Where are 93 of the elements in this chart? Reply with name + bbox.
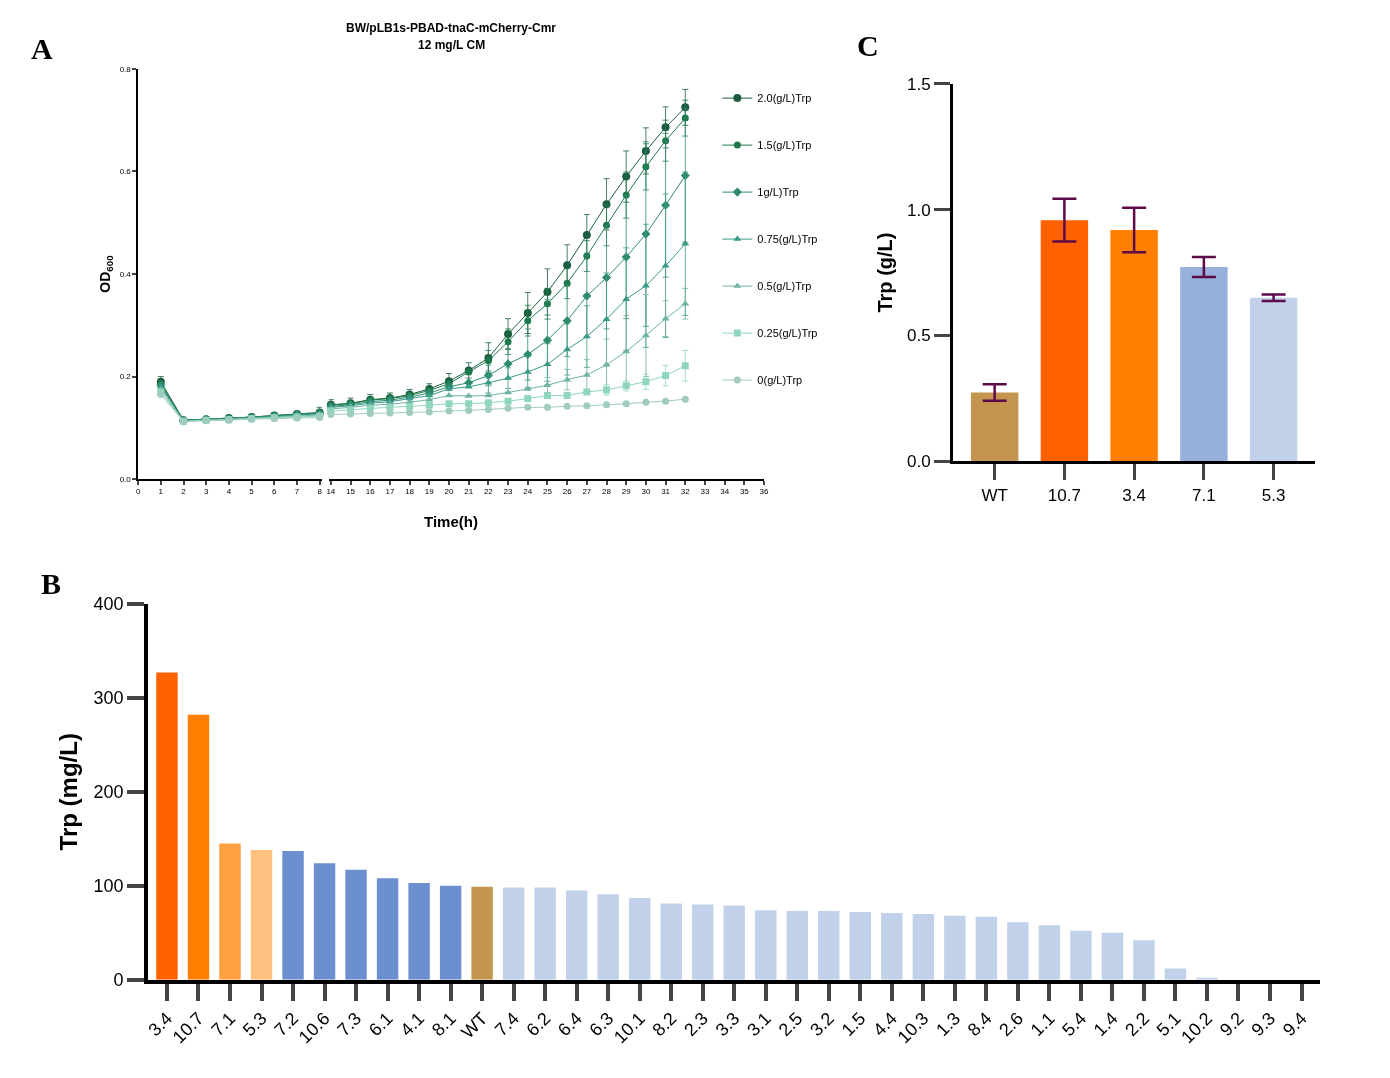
x-tick-label: 8 bbox=[317, 487, 323, 497]
y-tick-label: 0.5 bbox=[907, 326, 931, 346]
x-tick-label: 3.4 bbox=[1122, 485, 1146, 505]
x-tick-label: 24 bbox=[523, 487, 533, 497]
x-tick-label: 5.4 bbox=[1058, 1008, 1091, 1041]
x-tick-label: 9.3 bbox=[1247, 1008, 1280, 1041]
x-tick-label: 5.3 bbox=[1261, 485, 1286, 505]
x-tick-label: 9.4 bbox=[1278, 1008, 1311, 1041]
y-tick-label: 0.6 bbox=[119, 167, 132, 177]
y-tick-label: 200 bbox=[93, 782, 124, 803]
x-tick-label: 16 bbox=[365, 487, 376, 497]
x-tick-label: 7.1 bbox=[1192, 485, 1216, 505]
x-tick-label: 26 bbox=[562, 487, 573, 497]
x-tick-label: 36 bbox=[759, 487, 770, 497]
x-tick-label: 1.3 bbox=[932, 1008, 965, 1041]
x-tick-label: 6.4 bbox=[554, 1008, 586, 1041]
legend-label: 0.5(g/L)Trp bbox=[757, 280, 812, 293]
x-tick-label: 7.1 bbox=[207, 1008, 240, 1041]
x-tick-label: 10.7 bbox=[1047, 485, 1081, 505]
x-tick-label: 4.1 bbox=[396, 1008, 429, 1041]
y-tick-label: 0.8 bbox=[119, 64, 132, 74]
x-tick-label: 31 bbox=[661, 487, 671, 497]
x-tick-label: 23 bbox=[503, 487, 514, 497]
x-tick-label: 2.5 bbox=[774, 1008, 807, 1041]
x-tick-label: 7 bbox=[294, 487, 300, 497]
legend-label: 0(g/L)Trp bbox=[757, 374, 803, 387]
y-axis-title: Trp (g/L) bbox=[873, 232, 896, 313]
y-tick-label: 1.0 bbox=[907, 200, 931, 220]
text: C bbox=[857, 29, 879, 62]
x-tick-label: 21 bbox=[464, 487, 474, 497]
x-tick-label: 3.3 bbox=[711, 1008, 744, 1041]
x-tick-label: 18 bbox=[405, 487, 415, 497]
x-tick-label: 32 bbox=[680, 487, 691, 497]
x-tick-label: 33 bbox=[700, 487, 710, 497]
x-tick-label: 8.2 bbox=[648, 1008, 681, 1041]
x-tick-label: 27 bbox=[582, 487, 592, 497]
x-tick-label: 2.3 bbox=[680, 1008, 712, 1041]
y-tick-label: 300 bbox=[93, 688, 124, 709]
x-tick-label: 1.5 bbox=[837, 1008, 870, 1041]
x-tick-label: 5.3 bbox=[238, 1008, 271, 1041]
x-tick-label: 35 bbox=[739, 487, 750, 497]
x-tick-label: 34 bbox=[720, 487, 730, 497]
y-tick-label: 0.0 bbox=[907, 452, 931, 472]
y-tick-label: 0.0 bbox=[119, 474, 132, 484]
y-tick-label: 0.4 bbox=[119, 269, 132, 279]
x-tick-label: 2.6 bbox=[995, 1008, 1028, 1041]
x-tick-label: 8.1 bbox=[427, 1008, 460, 1041]
x-tick-label: 6 bbox=[272, 487, 278, 497]
x-tick-label: 4 bbox=[226, 487, 232, 497]
x-tick-label: WT bbox=[457, 1008, 492, 1043]
x-tick-label: 17 bbox=[385, 487, 395, 497]
x-tick-label: 6.2 bbox=[522, 1008, 555, 1041]
x-tick-label: 14 bbox=[326, 487, 336, 497]
x-axis-title: Time(h) bbox=[424, 513, 478, 530]
x-tick-label: 29 bbox=[621, 487, 632, 497]
x-tick-label: 15 bbox=[346, 487, 356, 497]
x-tick-label: 1 bbox=[158, 487, 164, 497]
legend-label: 0.75(g/L)Trp bbox=[757, 233, 818, 246]
y-tick-label: 0.2 bbox=[119, 372, 132, 382]
legend-label: 0.25(g/L)Trp bbox=[757, 327, 818, 340]
x-tick-label: 7.4 bbox=[490, 1008, 523, 1041]
y-axis-title: Trp (mg/L) bbox=[55, 733, 83, 851]
x-tick-label: 20 bbox=[444, 487, 454, 497]
x-tick-label: 25 bbox=[543, 487, 553, 497]
x-tick-label: 19 bbox=[424, 487, 435, 497]
legend-label: 1.5(g/L)Trp bbox=[757, 139, 812, 152]
chart-title: BW/pLB1s-PBAD-tnaC-mCherry-Cmr bbox=[346, 21, 557, 35]
x-tick-label: 6.1 bbox=[364, 1008, 397, 1041]
x-tick-label: 30 bbox=[641, 487, 651, 497]
y-tick-label: 100 bbox=[93, 876, 124, 896]
text: B bbox=[41, 567, 62, 600]
x-tick-label: WT bbox=[981, 485, 1008, 505]
x-tick-label: 5 bbox=[249, 487, 255, 497]
chart-subtitle: 12 mg/L CM bbox=[418, 38, 486, 52]
x-tick-label: 0 bbox=[135, 487, 141, 497]
legend-label: 1g/L)Trp bbox=[757, 186, 799, 199]
x-tick-label: 3.2 bbox=[806, 1008, 838, 1041]
x-tick-label: 8.4 bbox=[963, 1008, 996, 1041]
x-tick-label: 7.3 bbox=[333, 1008, 366, 1041]
x-tick-label: 3 bbox=[203, 487, 209, 497]
x-tick-label: 28 bbox=[602, 487, 612, 497]
y-tick-label: 1.5 bbox=[907, 74, 931, 94]
x-tick-label: 3.1 bbox=[743, 1008, 775, 1041]
legend-label: 2.0(g/L)Trp bbox=[757, 92, 812, 105]
x-tick-label: 22 bbox=[483, 487, 494, 497]
text: A bbox=[31, 32, 53, 65]
x-tick-label: 2 bbox=[181, 487, 187, 497]
x-tick-label: 2.2 bbox=[1121, 1008, 1154, 1041]
y-tick-label: 0 bbox=[113, 969, 124, 990]
x-tick-label: 9.2 bbox=[1215, 1008, 1248, 1041]
x-tick-label: 1.1 bbox=[1026, 1008, 1059, 1041]
x-tick-label: 1.4 bbox=[1089, 1008, 1122, 1041]
y-tick-label: 400 bbox=[93, 594, 124, 615]
